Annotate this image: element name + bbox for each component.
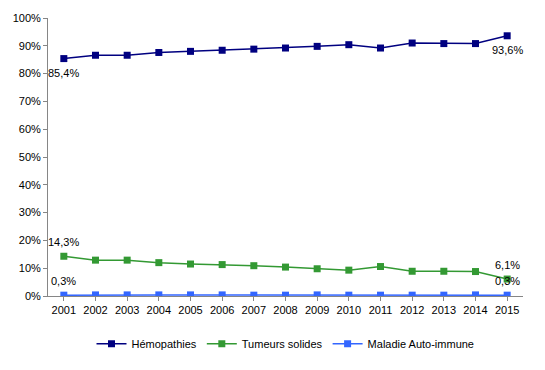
svg-text:2006: 2006 <box>210 304 234 316</box>
svg-text:2007: 2007 <box>242 304 266 316</box>
svg-text:70%: 70% <box>19 95 41 107</box>
svg-text:100%: 100% <box>13 12 41 24</box>
svg-text:30%: 30% <box>19 206 41 218</box>
svg-text:Tumeurs solides: Tumeurs solides <box>242 338 323 350</box>
svg-text:93,6%: 93,6% <box>492 44 523 56</box>
svg-text:2012: 2012 <box>400 304 424 316</box>
svg-text:0%: 0% <box>25 290 41 302</box>
svg-text:2001: 2001 <box>52 304 76 316</box>
svg-text:0,3%: 0,3% <box>51 275 76 287</box>
svg-text:60%: 60% <box>19 123 41 135</box>
svg-text:20%: 20% <box>19 234 41 246</box>
svg-text:2003: 2003 <box>115 304 139 316</box>
svg-text:2005: 2005 <box>178 304 202 316</box>
svg-text:Hémopathies: Hémopathies <box>132 338 197 350</box>
svg-text:2008: 2008 <box>273 304 297 316</box>
svg-text:0,3%: 0,3% <box>495 275 520 287</box>
svg-text:85,4%: 85,4% <box>48 67 79 79</box>
svg-text:2014: 2014 <box>463 304 487 316</box>
svg-text:50%: 50% <box>19 151 41 163</box>
svg-text:Maladie Auto-immune: Maladie Auto-immune <box>368 338 474 350</box>
svg-text:14,3%: 14,3% <box>48 236 79 248</box>
svg-text:40%: 40% <box>19 179 41 191</box>
svg-text:90%: 90% <box>19 40 41 52</box>
svg-text:80%: 80% <box>19 67 41 79</box>
svg-text:2013: 2013 <box>432 304 456 316</box>
svg-text:10%: 10% <box>19 262 41 274</box>
svg-text:2009: 2009 <box>305 304 329 316</box>
svg-text:2011: 2011 <box>369 304 393 316</box>
svg-text:6,1%: 6,1% <box>495 259 520 271</box>
svg-text:2004: 2004 <box>147 304 171 316</box>
svg-text:2002: 2002 <box>83 304 107 316</box>
svg-text:2015: 2015 <box>495 304 519 316</box>
svg-text:2010: 2010 <box>337 304 361 316</box>
